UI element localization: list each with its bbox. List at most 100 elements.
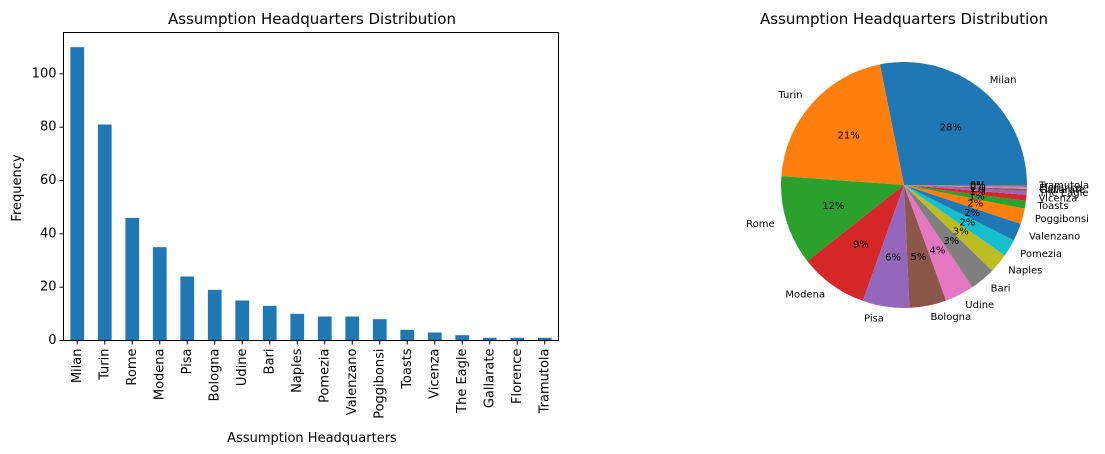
pie-percent-label: 6% [885, 252, 901, 263]
pie-slice [781, 176, 904, 262]
pie-label: Bologna [930, 312, 971, 323]
pie-percent-label: 1% [970, 184, 986, 195]
x-tick-label: Bari [262, 349, 277, 375]
x-tick-label: Turin [97, 349, 112, 381]
pie-percent-label: 0% [970, 181, 986, 192]
pie-slice [781, 64, 904, 185]
pie-chart-title: Assumption Headquarters Distribution [760, 10, 1048, 28]
bar [455, 335, 470, 341]
y-tick-label: 60 [40, 173, 57, 188]
bar [537, 337, 552, 341]
pie-slice [904, 185, 1027, 201]
pie-label: Bari [991, 283, 1011, 294]
pie-label: Milan [990, 75, 1017, 86]
pie-percent-label: 1% [969, 191, 985, 202]
bar-chart-xlabel: Assumption Headquarters [227, 431, 397, 446]
bar [235, 300, 250, 341]
x-tick-label: Gallarate [482, 349, 497, 409]
bar [97, 124, 112, 341]
pie-percent-label: 1% [969, 187, 985, 198]
bar [125, 217, 140, 341]
x-tick-label: Vicenza [427, 349, 442, 399]
x-tick-label: Modena [152, 349, 167, 401]
bar [70, 47, 85, 341]
pie-percent-label: 4% [929, 245, 945, 256]
x-tick-label: Naples [290, 348, 305, 393]
pie-label: Pisa [864, 313, 884, 324]
x-tick-label: Bologna [207, 349, 222, 402]
bar [482, 337, 497, 341]
pie-slice [807, 185, 904, 301]
x-tick-label: Pisa [180, 349, 195, 375]
pie-slice [904, 185, 1014, 256]
x-tick-label: Toasts [400, 348, 415, 390]
bar [262, 305, 277, 341]
bar-plot-frame [63, 32, 559, 341]
pie-label: Poggibonsi [1035, 214, 1089, 225]
pie-label: The Eagle [1038, 188, 1089, 199]
bar [317, 316, 332, 341]
pie-percent-label: 0% [970, 180, 986, 191]
y-tick-label: 20 [40, 280, 57, 295]
pie-label: Rome [746, 219, 775, 230]
bar-plot-area: Milan Turin Rome Modena Pisa Bologna Udine Bari… [32, 47, 552, 419]
pie-percent-label: 12% [822, 201, 844, 212]
pie-label: Valenzano [1029, 231, 1080, 242]
pie-percent-label: 2% [959, 217, 975, 228]
bar [427, 332, 442, 341]
bar-chart-title: Assumption Headquarters Distribution [168, 10, 456, 28]
bar-chart: Assumption Headquarters Distribution Mil… [10, 10, 559, 446]
x-tick-label: Rome [125, 349, 140, 386]
pie-slice [904, 185, 1027, 191]
pie-label: Gallarate [1039, 185, 1085, 196]
x-tick-label: Pomezia [317, 349, 332, 403]
x-tick-label: Florence [510, 349, 525, 405]
pie-percent-label: 9% [853, 239, 869, 250]
pie-label: Vicenza [1039, 194, 1078, 205]
pie-slice [904, 185, 1025, 224]
x-tick-label: Valenzano [345, 348, 360, 415]
x-tick-label: Udine [235, 349, 250, 387]
bar [207, 289, 222, 341]
y-tick-label: 40 [40, 226, 57, 241]
x-tick-label: Poggibonsi [372, 349, 387, 419]
pie-label: Naples [1008, 266, 1042, 277]
y-tick-label: 80 [40, 120, 57, 135]
pie-label: Turin [777, 90, 802, 101]
pie-percent-label: 0% [970, 182, 986, 193]
pie-percent-label: 5% [910, 252, 926, 263]
pie-slice [904, 185, 1027, 195]
pie-slice [904, 185, 973, 301]
pie-slice [904, 185, 947, 308]
pie-slice [904, 185, 1027, 187]
bar [510, 337, 525, 341]
pie-label: Pomezia [1020, 249, 1062, 260]
pie-slice [904, 185, 1027, 189]
x-tick-label: Tramutola [537, 349, 552, 415]
y-tick-label: 100 [32, 66, 57, 81]
x-tick-label: Milan [70, 349, 85, 384]
pie-percent-label: 2% [967, 198, 983, 209]
y-tick-label: 0 [48, 333, 56, 348]
pie-label: Tramutola [1038, 181, 1089, 192]
pie-percent-label: 2% [964, 208, 980, 219]
pie-percent-label: 21% [838, 131, 860, 142]
pie-label: Toasts [1037, 201, 1069, 212]
pie-percent-label: 3% [953, 227, 969, 238]
pie-slice [904, 185, 1021, 241]
pie-percent-label: 3% [943, 236, 959, 247]
pie-slice [904, 185, 1026, 209]
bar [400, 329, 415, 341]
pie-label: Udine [965, 300, 994, 311]
pie-percent-label: 28% [940, 122, 962, 133]
x-tick-label: The Eagle [455, 349, 470, 414]
pie-plot-area: Milan 28% Turin 21% Rome 12% Modena 9% Pisa 6% Bol… [746, 62, 1089, 324]
bar [180, 276, 195, 341]
pie-slice [879, 62, 1027, 185]
bar [290, 313, 305, 341]
bar [372, 319, 387, 341]
pie-slice [904, 185, 1005, 271]
pie-chart: Assumption Headquarters Distribution Mil… [746, 10, 1089, 324]
bar-chart-ylabel: Frequency [10, 154, 25, 221]
